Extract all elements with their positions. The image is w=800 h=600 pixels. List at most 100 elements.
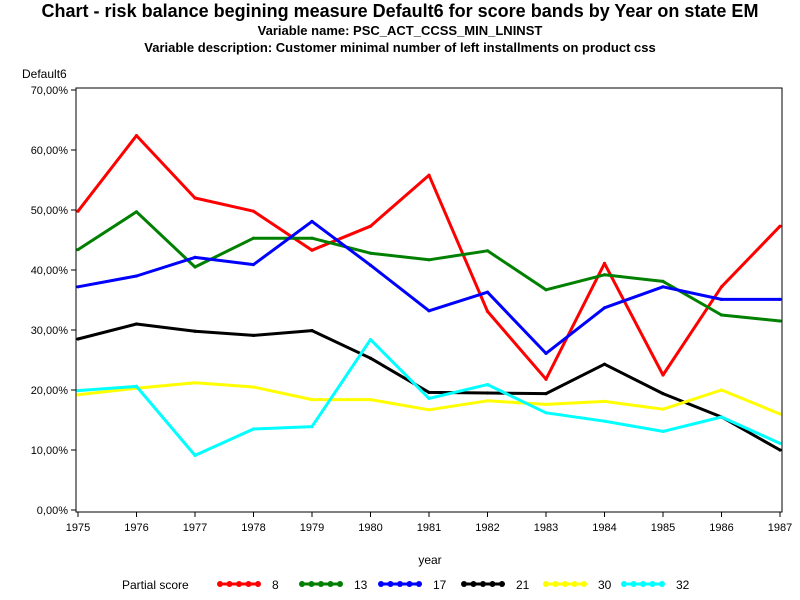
y-tick-label: 0,00% — [37, 505, 68, 517]
data-point — [661, 285, 665, 289]
data-point — [193, 329, 197, 333]
legend-swatch-marker — [406, 581, 413, 587]
data-point — [485, 309, 490, 313]
legend-swatch-marker — [236, 581, 242, 587]
legend-swatch-marker — [318, 581, 324, 587]
data-point — [427, 173, 431, 177]
series-13 — [76, 210, 782, 323]
legend-swatch-marker — [630, 581, 637, 587]
x-tick-label: 1985 — [651, 522, 675, 534]
data-point — [251, 385, 256, 389]
legend-swatch-marker — [308, 581, 315, 587]
data-point — [134, 134, 139, 138]
data-point — [661, 429, 665, 433]
data-point — [485, 399, 490, 403]
x-tick-label: 1977 — [183, 522, 207, 534]
data-point — [602, 306, 607, 310]
legend-item-13: 13 — [299, 578, 368, 592]
chart-subtitle-variable-description: Variable description: Customer minimal n… — [144, 40, 656, 55]
data-point — [485, 249, 490, 253]
legend-swatch-marker — [461, 581, 467, 587]
data-point — [427, 396, 431, 400]
x-tick-label: 1976 — [124, 522, 148, 534]
legend-swatch-marker — [621, 581, 627, 587]
data-point — [368, 338, 373, 342]
data-point — [310, 329, 314, 333]
legend-swatch-marker — [226, 581, 233, 587]
data-point — [778, 448, 782, 452]
chart-title: Chart - risk balance begining measure De… — [41, 1, 759, 21]
data-point — [368, 263, 373, 267]
plot-frame — [75, 87, 783, 513]
data-point — [310, 219, 314, 223]
y-tick-label: 60,00% — [31, 145, 69, 157]
data-point — [310, 425, 314, 429]
x-tick-label: 1983 — [534, 522, 558, 534]
data-point — [193, 453, 197, 457]
legend-swatch-marker — [649, 581, 656, 587]
data-point — [544, 377, 548, 381]
series-17 — [76, 219, 782, 355]
data-point — [544, 402, 548, 406]
data-point — [134, 322, 139, 326]
data-point — [76, 337, 80, 341]
data-point — [544, 392, 548, 396]
data-point — [778, 297, 782, 301]
chart-subtitle-variable-name: Variable name: PSC_ACT_CCSS_MIN_LNINST — [257, 23, 543, 38]
legend-item-8: 8 — [217, 578, 279, 592]
data-point — [251, 209, 256, 213]
legend-swatch-marker — [543, 581, 549, 587]
data-point — [368, 398, 373, 402]
legend-swatch-marker — [470, 581, 477, 587]
legend-label: 8 — [272, 578, 279, 592]
y-tick-label: 50,00% — [31, 205, 69, 217]
data-point — [310, 236, 314, 240]
data-point — [485, 290, 490, 294]
legend-swatch-marker — [378, 581, 384, 587]
data-point — [76, 393, 80, 397]
legend-item-21: 21 — [461, 578, 530, 592]
data-point — [778, 224, 782, 228]
x-tick-label: 1987 — [768, 522, 792, 534]
data-point — [134, 384, 139, 388]
data-point — [76, 389, 80, 393]
legend-title: Partial score — [122, 578, 189, 592]
data-point — [661, 392, 665, 396]
data-point — [602, 362, 607, 366]
data-point — [778, 441, 782, 445]
data-point — [368, 224, 373, 228]
data-point — [485, 383, 490, 387]
legend-label: 32 — [676, 578, 690, 592]
legend-swatch-marker — [571, 581, 578, 587]
legend-swatch-marker — [255, 581, 261, 587]
x-tick-label: 1981 — [417, 522, 441, 534]
x-tick-label: 1986 — [709, 522, 733, 534]
legend-swatch-marker — [416, 581, 422, 587]
data-point — [427, 309, 431, 313]
data-point — [661, 373, 665, 377]
data-point — [544, 351, 548, 355]
legend-swatch-marker — [245, 581, 252, 587]
data-point — [778, 319, 782, 323]
y-axis-label: Default6 — [22, 67, 67, 81]
legend-swatch-marker — [499, 581, 505, 587]
data-point — [661, 407, 665, 411]
data-point — [193, 255, 197, 259]
legend-swatch-marker — [659, 581, 665, 587]
data-point — [76, 285, 80, 289]
data-point — [193, 265, 197, 269]
legend-swatch-marker — [217, 581, 223, 587]
legend-swatch-marker — [562, 581, 568, 587]
legend-swatch-marker — [489, 581, 496, 587]
data-point — [602, 399, 607, 403]
x-axis-label: year — [418, 553, 441, 567]
legend-swatch-marker — [327, 581, 334, 587]
legend: Partial score 8 13 17 21 30 32 — [122, 578, 690, 592]
data-point — [661, 279, 665, 283]
data-point — [427, 258, 431, 262]
legend-label: 21 — [516, 578, 530, 592]
x-tick-label: 1980 — [358, 522, 382, 534]
data-point — [719, 297, 724, 301]
x-tick-label: 1978 — [241, 522, 265, 534]
